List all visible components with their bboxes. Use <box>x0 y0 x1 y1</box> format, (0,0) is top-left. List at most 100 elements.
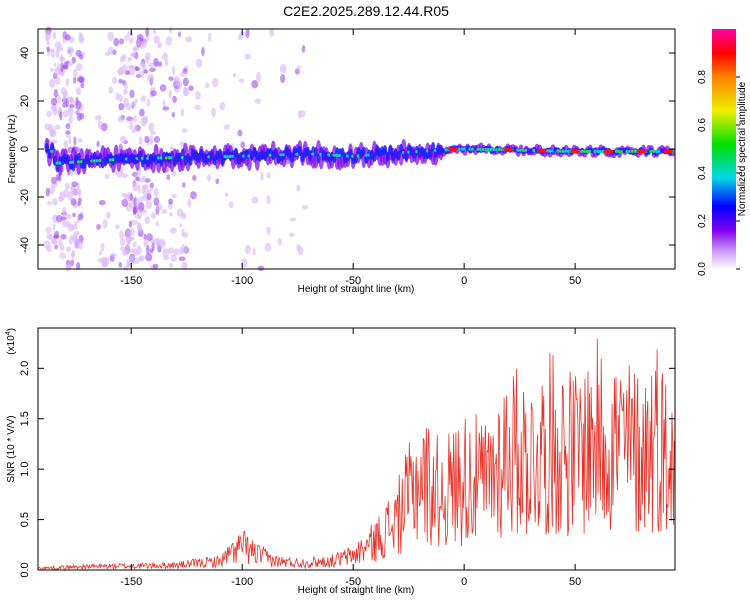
spec-noise-dot <box>53 62 57 67</box>
spec-noise-dot <box>60 62 64 73</box>
spec-x-tick-label: -50 <box>345 275 361 287</box>
spec-noise-dot <box>179 141 185 147</box>
spec-y-tick-label: -20 <box>19 189 31 205</box>
spec-noise-dot <box>129 89 135 98</box>
spec-noise-dot <box>144 216 151 225</box>
spec-noise-dot <box>180 212 187 220</box>
spec-noise-dot <box>138 71 145 79</box>
spec-noise-dot <box>61 97 68 104</box>
spec-noise-dot <box>237 129 243 137</box>
spec-noise-dot <box>149 134 154 145</box>
spec-noise-dot <box>54 244 59 250</box>
spec-noise-dot <box>80 83 85 89</box>
spec-x-tick-label: -100 <box>231 275 253 287</box>
spec-noise-dot <box>223 124 231 130</box>
spec-noise-dot <box>299 110 306 118</box>
spec-noise-dot <box>67 62 74 67</box>
spec-noise-dot <box>201 46 205 57</box>
spec-noise-dot <box>129 118 134 126</box>
spec-noise-dot <box>177 31 181 38</box>
spec-noise-dot <box>78 54 84 60</box>
spec-noise-dot <box>147 189 152 194</box>
spec-noise-dot <box>168 247 175 254</box>
spec-noise-dot <box>60 54 64 63</box>
spec-y-tick-label: -40 <box>19 237 31 253</box>
spec-noise-dot <box>150 90 157 97</box>
spec-noise-dot <box>59 244 65 252</box>
spec-noise-dot <box>153 135 161 144</box>
spec-noise-dot <box>254 98 262 105</box>
spec-noise-dot <box>55 48 60 59</box>
spectrogram-panel: -150 -100 -50 0 50 -40 -20 0 20 40 Height of str… <box>7 26 676 295</box>
spec-noise-dot <box>133 124 138 132</box>
spec-noise-dot <box>74 146 80 153</box>
spectrogram-x-label: Height of straight line (km) <box>298 284 415 295</box>
spec-noise-dot <box>49 128 55 137</box>
spec-noise-dot <box>257 265 265 272</box>
spec-noise-dot <box>68 235 73 246</box>
spec-noise-dot <box>145 199 152 210</box>
spec-band-peak <box>603 149 614 154</box>
spec-noise-dot <box>129 37 134 44</box>
spec-noise-dot <box>212 77 219 88</box>
colorbar-tick-label: 0.0 <box>697 262 708 276</box>
spec-noise-dot <box>296 65 301 71</box>
spec-noise-dot <box>59 111 63 121</box>
spec-noise-dot <box>96 140 100 148</box>
spec-noise-dot <box>50 67 54 72</box>
spec-noise-dot <box>144 135 150 144</box>
spec-noise-dot <box>62 109 69 118</box>
spec-noise-dot <box>60 233 67 240</box>
colorbar-gradient <box>712 29 736 269</box>
spec-noise-dot <box>173 75 180 82</box>
spec-noise-dot <box>73 220 78 227</box>
spec-noise-dot <box>162 255 170 261</box>
spec-noise-dot <box>98 250 103 256</box>
snr-y-tick-label: 1.0 <box>19 462 31 477</box>
spec-noise-dot <box>119 55 123 63</box>
spec-noise-dot <box>139 256 143 262</box>
spec-noise-dot <box>45 187 50 197</box>
spec-noise-dot <box>63 140 69 149</box>
spec-noise-dot <box>215 178 220 185</box>
spec-noise-dot <box>148 62 155 68</box>
spec-noise-dot <box>145 253 153 262</box>
spec-noise-dot <box>157 61 163 67</box>
spec-noise-dot <box>64 34 71 41</box>
spec-noise-dot <box>119 238 126 247</box>
spec-noise-dot <box>169 227 177 234</box>
spec-noise-dot <box>162 248 170 258</box>
spec-noise-dot <box>121 172 128 179</box>
spec-noise-dot <box>71 249 76 258</box>
spec-noise-dot <box>57 196 64 202</box>
spec-noise-dot <box>149 67 156 73</box>
spec-noise-dot <box>96 223 102 230</box>
spec-noise-dot <box>153 57 159 67</box>
snr-x-tick-label: 50 <box>569 576 581 588</box>
spec-noise-dot <box>211 107 217 118</box>
spec-noise-dot <box>179 223 183 228</box>
spec-noise-dot <box>146 36 150 42</box>
spec-noise-dot <box>125 258 132 267</box>
spec-noise-dot <box>140 95 147 102</box>
spec-noise-dot <box>194 104 202 110</box>
spec-noise-dot <box>104 173 110 180</box>
spec-noise-dot <box>50 182 58 189</box>
colorbar: 0.0 0.2 0.4 0.6 0.8 Normalized spectral ampl… <box>697 29 748 276</box>
spec-noise-dot <box>153 187 159 198</box>
spec-noise-dot <box>181 243 185 254</box>
spec-noise-dot <box>71 181 79 188</box>
spectrogram-signal-band <box>44 137 676 177</box>
spec-noise-dot <box>62 102 68 108</box>
spec-noise-dot <box>181 261 188 270</box>
spec-noise-dot <box>162 99 166 108</box>
spec-noise-dot <box>208 32 212 42</box>
spec-noise-dot <box>57 63 61 71</box>
spec-noise-dot <box>110 253 118 258</box>
spec-noise-dot <box>182 182 186 188</box>
spec-noise-dot <box>123 88 128 96</box>
spec-noise-dot <box>107 31 115 42</box>
spec-noise-dot <box>150 74 155 83</box>
spec-noise-dot <box>65 182 70 190</box>
spec-noise-dot <box>206 174 212 181</box>
